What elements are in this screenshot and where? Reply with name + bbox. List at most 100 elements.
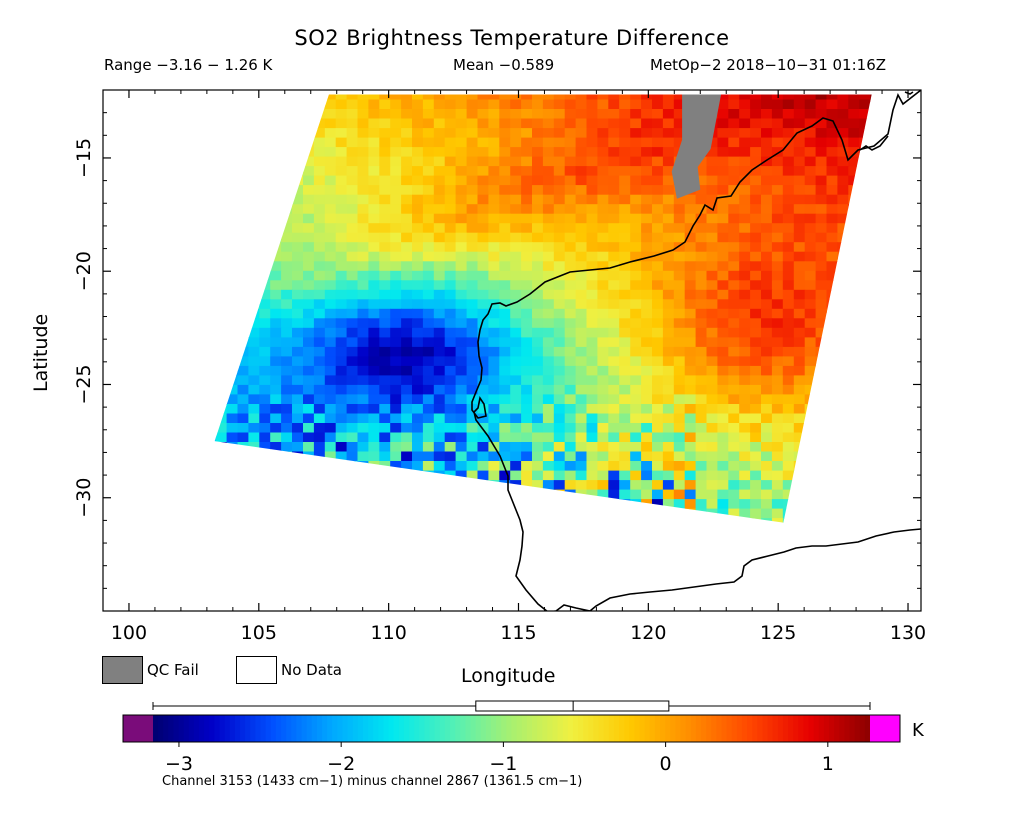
pixel-2617 [379,470,391,481]
pixel-2544 [292,461,304,472]
pixel-2548 [335,461,348,472]
pixel-1839 [401,356,413,367]
colorbar-segment [557,715,564,742]
colorbar-segment [470,715,477,742]
pixel-1671 [695,327,708,338]
pixel-1542 [706,308,718,319]
pixel-1058 [390,242,402,253]
pixel-2398 [826,432,838,443]
pixel-2842 [706,499,718,510]
pixel-1242 [270,270,282,281]
pixel-372 [706,137,718,148]
pixel-2687 [433,480,446,491]
pixel-2659 [837,470,849,481]
pixel-2087 [270,394,282,405]
pixel-2108 [499,394,511,405]
pixel-2133 [771,394,784,405]
pixel-2518 [717,451,729,462]
pixel-3017 [488,528,500,538]
pixel-528 [281,166,293,177]
pixel-34 [564,94,577,101]
pixel-1805 [739,346,751,357]
pixel-1648 [444,327,457,338]
pixel-619 [564,175,577,186]
pixel-2160 [357,404,369,415]
pixel-2386 [695,432,708,443]
pixel-2333 [826,423,838,434]
pixel-1101 [859,242,871,253]
pixel-2176 [532,404,544,415]
pixel-2330 [793,423,806,434]
pixel-1799 [673,346,686,357]
pixel-1545 [739,308,751,319]
pixel-2676 [313,480,326,491]
pixel-1926 [641,365,653,376]
pixel-2681 [368,480,380,491]
pixel-2987 [870,518,872,523]
pixel-2466 [859,442,871,453]
pixel-2414 [292,442,304,453]
pixel-98 [553,99,566,110]
pixel-1590 [521,318,533,329]
pixel-2443 [608,442,620,453]
pixel-697 [706,185,718,196]
pixel-316 [804,128,817,139]
pixel-2397 [815,432,828,443]
pixel-1775 [412,346,424,357]
pixel-690 [630,185,642,196]
pixel-1380 [357,289,369,300]
pixel-2768 [608,489,620,500]
pixel-2799 [237,499,249,510]
pixel-1486 [804,299,817,310]
pixel-704 [782,185,795,196]
pixel-1196 [477,261,489,272]
pixel-1028 [771,232,784,243]
pixel-2893 [553,508,566,519]
pixel-3106 [750,537,762,547]
pixel-2165 [412,404,424,415]
pixel-1193 [444,261,457,272]
pixel-212 [379,118,391,129]
pixel-2163 [390,404,402,415]
pixel-2396 [804,432,817,443]
pixel-1221 [750,261,762,272]
pixel-2513 [662,451,675,462]
pixel-2999 [292,528,304,538]
pixel-946 [586,223,598,234]
pixel-1660 [575,327,588,338]
colorbar-segment [342,715,349,742]
pixel-967 [815,223,828,234]
pixel-2781 [750,489,762,500]
pixel-1576 [368,318,380,329]
x-tick-label: 100 [111,622,147,644]
pixel-2335 [848,423,860,434]
pixel-836 [804,204,817,215]
pixel-2124 [673,394,686,405]
pixel-1267 [542,270,555,281]
pixel-65 [194,100,206,110]
pixel-1595 [575,318,588,329]
pixel-2321 [695,423,708,434]
pixel-1160 [793,251,806,262]
pixel-3008 [390,528,402,538]
pixel-2962 [597,518,609,523]
pixel-1752 [870,337,872,348]
pixel-2498 [499,451,511,462]
pixel-1846 [477,356,489,367]
pixel-1963 [335,375,348,386]
pixel-1561 [214,318,217,329]
pixel-595 [303,175,315,186]
pixel-2279 [237,423,249,434]
pixel-847 [215,213,228,224]
pixel-2804 [292,499,304,510]
colorbar-segment [255,715,262,742]
pixel-2018 [226,384,239,395]
pixel-2949 [455,518,468,523]
pixel-1819 [892,347,904,357]
pixel-2937 [324,518,337,523]
pixel-2173 [499,404,511,415]
pixel-1227 [815,261,828,272]
pixel-1888 [226,365,239,376]
pixel-1941 [804,365,817,376]
pixel-2220 [303,413,315,424]
